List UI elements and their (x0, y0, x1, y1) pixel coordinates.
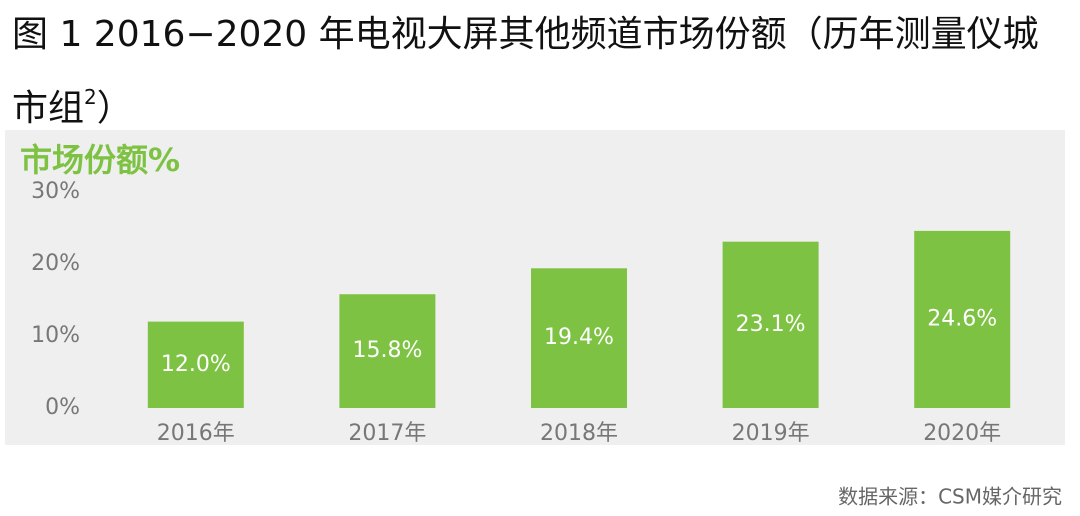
y-tick-label: 20% (31, 251, 80, 276)
bar (914, 230, 1011, 408)
y-tick-label: 30% (31, 179, 80, 204)
title-superscript: 2 (84, 85, 97, 109)
x-tick-label: 2019年 (732, 421, 810, 446)
bar (722, 241, 819, 408)
value-label: 23.1% (736, 312, 806, 337)
value-label: 12.0% (161, 352, 231, 377)
value-label: 19.4% (544, 325, 614, 350)
bar (531, 268, 627, 408)
x-tick-label: 2020年 (923, 421, 1001, 446)
value-label: 24.6% (927, 306, 997, 331)
bar (339, 294, 436, 408)
x-tick-label: 2017年 (348, 421, 426, 446)
bar (147, 321, 244, 408)
title-text: 图 1 2016−2020 年电视大屏其他频道市场份额（历年测量仪城市组 (12, 14, 1039, 129)
chart-title: 图 1 2016−2020 年电视大屏其他频道市场份额（历年测量仪城市组2） (12, 4, 1072, 140)
x-tick-label: 2016年 (157, 421, 235, 446)
y-tick-label: 0% (45, 395, 80, 420)
x-tick-label: 2018年 (540, 421, 618, 446)
y-axis-label: 市场份额% (20, 141, 180, 179)
title-end: ） (96, 88, 133, 129)
source-note: 数据来源：CSM媒介研究 (838, 485, 1062, 509)
value-label: 15.8% (352, 338, 422, 363)
y-tick-label: 10% (31, 323, 80, 348)
